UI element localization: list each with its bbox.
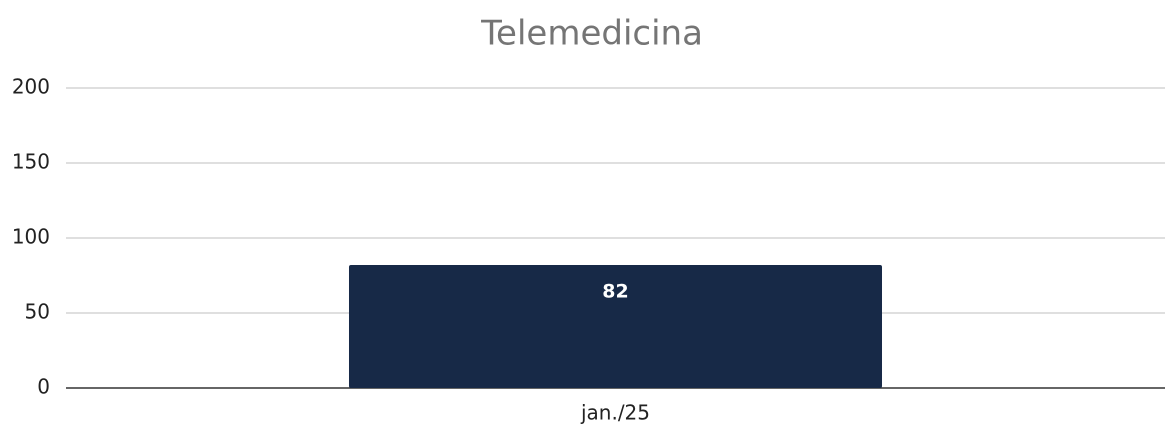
y-tick-label: 200 bbox=[12, 75, 50, 99]
x-tick-label: jan./25 bbox=[580, 401, 650, 425]
y-tick-label: 150 bbox=[12, 150, 50, 174]
bar bbox=[348, 265, 883, 388]
data-label: 82 bbox=[602, 281, 628, 303]
y-tick-label: 0 bbox=[37, 375, 50, 399]
y-tick-label: 100 bbox=[12, 225, 50, 249]
chart-title: Telemedicina bbox=[480, 14, 703, 54]
y-tick-label: 50 bbox=[25, 300, 50, 324]
